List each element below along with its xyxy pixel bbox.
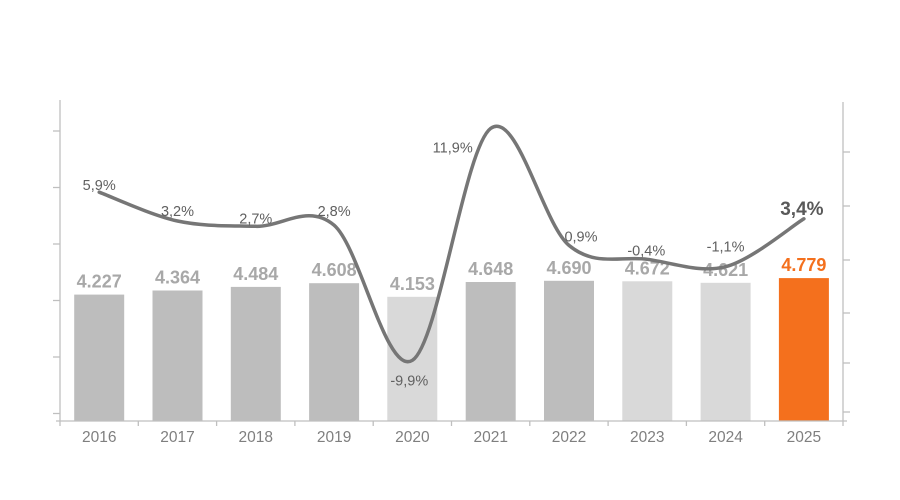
year-label-2023: 2023 <box>630 429 664 446</box>
pct-label-2018: 2,7% <box>239 211 272 227</box>
pct-label-2017: 3,2% <box>161 204 194 220</box>
bar-2023 <box>622 281 673 421</box>
bar-2018 <box>230 286 281 421</box>
year-label-2022: 2022 <box>552 429 586 446</box>
bar-2022 <box>544 280 594 421</box>
bar-value-label-2025: 4.779 <box>781 255 826 275</box>
pct-label-2016: 5,9% <box>83 178 116 194</box>
bar-value-label-2024: 4.621 <box>703 260 748 280</box>
bar-2025 <box>778 278 829 421</box>
pct-label-2021: 11,9% <box>433 140 473 156</box>
bar-value-label-2023: 4.672 <box>625 258 670 278</box>
bar-value-label-2018: 4.484 <box>233 264 278 284</box>
pct-label-2025: 3,4% <box>780 199 823 220</box>
bar-2016 <box>74 294 125 421</box>
pct-label-2019: 2,8% <box>318 204 351 220</box>
bar-value-label-2016: 4.227 <box>77 272 122 292</box>
bar-value-label-2017: 4.364 <box>155 268 200 288</box>
pct-label-2023: -0,4% <box>627 243 665 259</box>
bar-value-label-2021: 4.648 <box>468 259 513 279</box>
bar-2019 <box>309 283 360 421</box>
pct-label-2020: -9,9% <box>390 373 428 389</box>
year-label-2024: 2024 <box>708 429 743 446</box>
bar-2024 <box>700 282 751 421</box>
pct-label-2024: -1,1% <box>707 240 745 256</box>
pct-label-2022: 0,9% <box>564 229 597 245</box>
year-label-2019: 2019 <box>317 429 351 446</box>
year-label-2016: 2016 <box>82 429 116 446</box>
year-label-2025: 2025 <box>787 429 821 446</box>
bar-2017 <box>152 290 203 421</box>
year-label-2020: 2020 <box>395 429 430 446</box>
year-label-2021: 2021 <box>473 429 507 446</box>
bar-value-label-2022: 4.690 <box>546 258 591 278</box>
growth-line <box>97 124 806 364</box>
bar-2021 <box>465 282 516 421</box>
bar-value-label-2020: 4.153 <box>390 274 435 294</box>
bar-value-label-2019: 4.608 <box>312 260 357 280</box>
year-label-2017: 2017 <box>160 429 194 446</box>
year-label-2018: 2018 <box>239 429 273 446</box>
